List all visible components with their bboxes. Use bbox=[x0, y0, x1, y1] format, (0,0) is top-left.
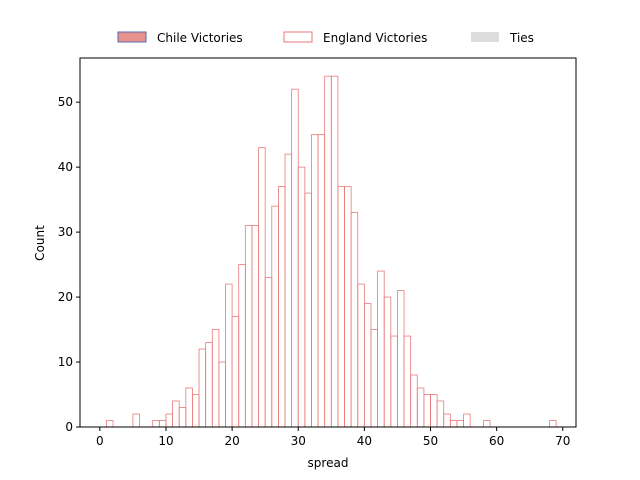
histogram-bar bbox=[258, 147, 266, 428]
histogram-bar bbox=[297, 166, 306, 428]
histogram-bar bbox=[436, 400, 445, 428]
histogram-bar bbox=[344, 186, 352, 428]
histogram-bar bbox=[178, 407, 187, 428]
y-tick-label: 40 bbox=[58, 160, 73, 174]
x-tick-label: 40 bbox=[357, 434, 372, 448]
legend-swatch-chile bbox=[117, 31, 147, 43]
histogram-bar bbox=[211, 329, 220, 428]
histogram-bar bbox=[311, 134, 319, 428]
legend-label-chile: Chile Victories bbox=[157, 31, 243, 45]
legend-swatch-england bbox=[283, 31, 313, 43]
histogram-bar bbox=[251, 225, 259, 428]
x-tick-label: 70 bbox=[555, 434, 570, 448]
histogram-bar bbox=[350, 212, 359, 428]
histogram-bar bbox=[330, 75, 339, 428]
y-tick-label: 20 bbox=[58, 290, 73, 304]
histogram-bar bbox=[370, 329, 378, 428]
legend-label-england: England Victories bbox=[323, 31, 427, 45]
histogram-bar bbox=[277, 186, 286, 428]
histogram-bar bbox=[549, 420, 557, 428]
plot-frame bbox=[79, 57, 577, 428]
x-axis-ticks: 0 10 20 30 40 50 60 70 bbox=[96, 427, 570, 448]
histogram-bar bbox=[192, 394, 200, 428]
histogram-bar bbox=[198, 348, 207, 428]
histogram-bar bbox=[165, 413, 173, 428]
histogram-bar bbox=[463, 413, 471, 428]
histogram-bar bbox=[397, 290, 405, 428]
histogram-bar bbox=[443, 413, 451, 428]
histogram-bar bbox=[106, 420, 114, 428]
histogram-bar bbox=[158, 420, 167, 428]
legend: Chile Victories England Victories Ties bbox=[117, 31, 534, 45]
histogram-bar bbox=[231, 316, 240, 428]
histogram-bar bbox=[264, 277, 273, 428]
histogram-bar bbox=[383, 296, 392, 428]
histogram-bar bbox=[132, 413, 140, 428]
histogram-bar bbox=[390, 335, 398, 428]
x-tick-label: 0 bbox=[96, 434, 104, 448]
x-tick-label: 20 bbox=[224, 434, 239, 448]
y-axis-ticks: 0 10 20 30 40 50 bbox=[58, 95, 80, 434]
histogram-bar bbox=[152, 420, 160, 428]
histogram-bar bbox=[185, 387, 193, 428]
histogram-bar bbox=[225, 283, 233, 428]
histogram-bar bbox=[377, 270, 385, 428]
histogram-bar bbox=[363, 303, 372, 428]
histogram-bar bbox=[304, 192, 312, 428]
y-tick-label: 30 bbox=[58, 225, 73, 239]
histogram-bar bbox=[317, 134, 326, 428]
histogram-bar bbox=[284, 153, 293, 428]
x-tick-label: 30 bbox=[291, 434, 306, 448]
histogram-bar bbox=[430, 394, 438, 428]
histogram-bar bbox=[423, 394, 431, 428]
legend-label-ties: Ties bbox=[509, 31, 534, 45]
x-axis-label: spread bbox=[308, 456, 349, 470]
histogram-bar bbox=[483, 420, 491, 428]
bars-group bbox=[106, 75, 557, 428]
y-axis-label: Count bbox=[33, 225, 47, 261]
y-tick-label: 50 bbox=[58, 95, 73, 109]
histogram-bar bbox=[238, 264, 246, 428]
histogram-bar bbox=[403, 335, 412, 428]
histogram-bar bbox=[172, 400, 180, 428]
histogram-bar bbox=[205, 342, 213, 428]
histogram-bar bbox=[218, 361, 226, 428]
histogram-bar bbox=[410, 374, 418, 428]
histogram-bar bbox=[449, 420, 458, 428]
legend-swatch-ties bbox=[471, 32, 499, 42]
y-tick-label: 0 bbox=[65, 420, 73, 434]
histogram-bar bbox=[416, 387, 425, 428]
histogram-bar bbox=[244, 225, 253, 428]
histogram-bar bbox=[337, 186, 345, 428]
histogram-bar bbox=[456, 420, 464, 428]
x-tick-label: 60 bbox=[489, 434, 504, 448]
histogram-bar bbox=[271, 205, 279, 428]
histogram-bar bbox=[324, 75, 332, 428]
x-tick-label: 50 bbox=[423, 434, 438, 448]
x-tick-label: 10 bbox=[158, 434, 173, 448]
histogram-bar bbox=[357, 283, 365, 428]
y-tick-label: 10 bbox=[58, 355, 73, 369]
histogram-bar bbox=[291, 88, 299, 428]
